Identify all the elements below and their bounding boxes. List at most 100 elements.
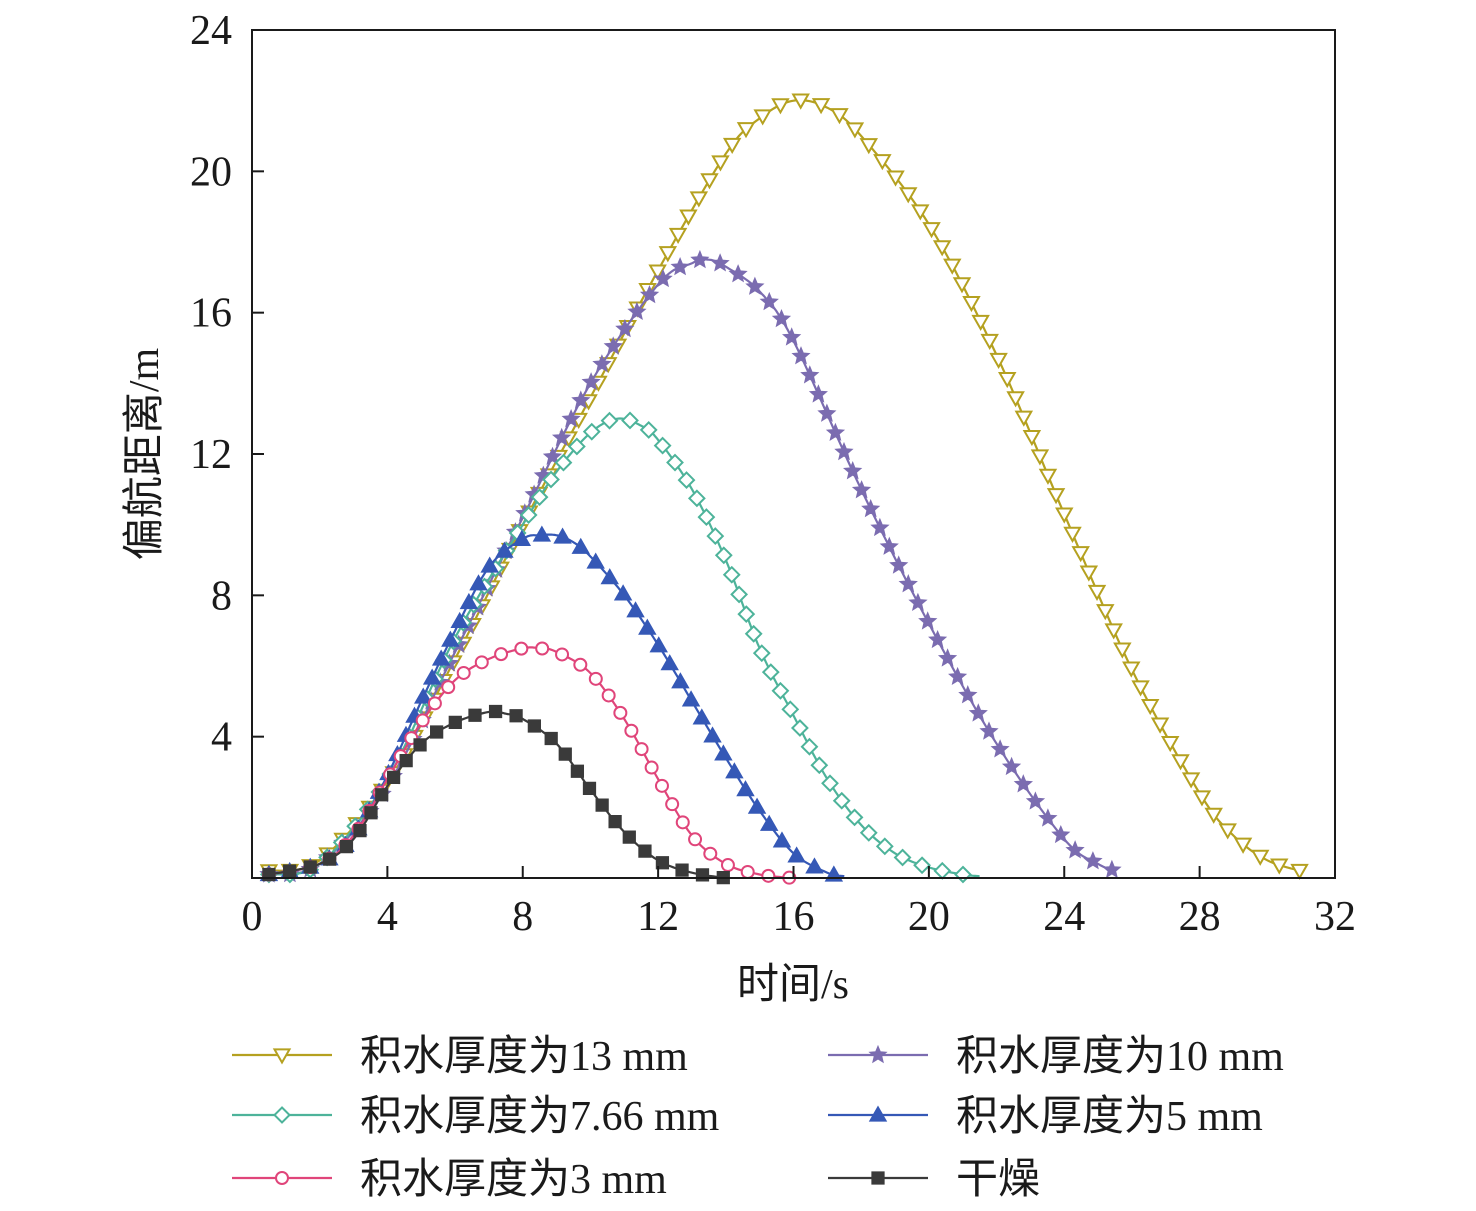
series-1-point-55 <box>911 204 930 221</box>
series-3-point-55 <box>893 848 912 867</box>
series-2-point-54 <box>870 517 890 537</box>
series-5-point-28 <box>654 778 669 793</box>
x-tick-label-20: 20 <box>908 894 950 940</box>
series-1-point-59 <box>952 277 972 294</box>
series-1-point-57 <box>932 240 952 257</box>
series-4-point-25 <box>571 537 590 554</box>
series-5-point-15 <box>456 665 471 680</box>
series-5-point-30 <box>675 815 690 830</box>
series-6-point-4 <box>323 852 337 866</box>
series-3-point-39 <box>722 565 741 584</box>
y-tick-label-16: 16 <box>190 291 232 337</box>
x-tick-label-4: 4 <box>377 894 398 940</box>
legend-label-6: 干燥 <box>956 1157 1040 1203</box>
series-4-point-16 <box>441 630 460 647</box>
series-4-point-27 <box>600 568 619 585</box>
series-3-point-37 <box>706 527 725 545</box>
series-6-point-21 <box>582 781 597 796</box>
series-3-point-57 <box>933 861 952 880</box>
series-6-point-9 <box>386 770 401 785</box>
series-3-point-24 <box>530 488 549 507</box>
x-tick-label-12: 12 <box>637 894 679 940</box>
series-6-point-7 <box>364 806 378 820</box>
x-tick-label-0: 0 <box>242 894 263 940</box>
series-1-point-51 <box>859 138 879 155</box>
series-6-point-15 <box>488 704 503 719</box>
series-1-point-44 <box>736 122 756 139</box>
series-1-point-42 <box>711 155 730 172</box>
series-4-point-31 <box>649 636 668 653</box>
series-1-point-83 <box>1160 735 1180 753</box>
legend-marker-5 <box>275 1171 289 1185</box>
series-1-point-39 <box>679 209 698 226</box>
series-4-point-23 <box>532 525 552 542</box>
series-2-point-69 <box>1025 791 1046 810</box>
series-1-point-86 <box>1192 790 1212 807</box>
series-2-point-39 <box>710 253 730 272</box>
series-2-point-58 <box>908 592 928 612</box>
series-1-point-81 <box>1140 699 1160 716</box>
series-2-point-53 <box>861 499 881 518</box>
y-tick-label-12: 12 <box>190 432 232 478</box>
series-5-point-33 <box>720 858 735 873</box>
series-1-point-74 <box>1079 565 1099 582</box>
series-6-point-3 <box>303 860 317 874</box>
series-2-point-66 <box>990 739 1010 758</box>
series-2-point-41 <box>745 276 765 295</box>
y-axis-label: 偏航距离/m <box>121 348 168 561</box>
series-6-point-20 <box>570 764 585 778</box>
series-5-point-16 <box>474 655 489 670</box>
series-4-point-34 <box>681 690 701 707</box>
series-6-point-26 <box>655 856 670 870</box>
legend-label-3: 积水厚度为7.66 mm <box>360 1094 720 1140</box>
series-2-point-71 <box>1051 824 1071 844</box>
legend-item-2: 积水厚度为10 mm <box>828 1034 1284 1080</box>
series-6-point-23 <box>608 815 622 829</box>
series-3-point-56 <box>913 856 931 875</box>
series-5-point-13 <box>427 696 442 711</box>
series-1-point-71 <box>1055 507 1074 524</box>
series-4-point-42 <box>772 831 792 848</box>
series-3-point-28 <box>582 422 601 441</box>
series-4-point-41 <box>759 814 779 831</box>
series-2-point-42 <box>759 291 779 311</box>
series-2-point-60 <box>928 629 948 649</box>
series-6-point-13 <box>448 715 462 730</box>
series-2-point-37 <box>670 257 690 276</box>
series-1-point-41 <box>700 173 719 190</box>
legend-label-5: 积水厚度为3 mm <box>360 1157 667 1203</box>
series-1-point-88 <box>1218 823 1237 840</box>
series-4-point-35 <box>692 708 712 725</box>
series-3-point-45 <box>771 681 790 700</box>
series-3-point-40 <box>730 585 749 604</box>
series-1-point-65 <box>1006 391 1025 408</box>
series-1-point-54 <box>899 187 918 204</box>
series-5-point-32 <box>703 846 718 861</box>
series-2-point-57 <box>898 574 918 593</box>
series-4-point-37 <box>714 744 733 761</box>
series-1-point-69 <box>1038 468 1058 485</box>
series-4-point-21 <box>495 541 514 558</box>
x-axis-label: 时间/s <box>737 962 849 1008</box>
series-2-point-61 <box>937 648 958 667</box>
series-1-point-72 <box>1063 526 1082 543</box>
x-tick-label-8: 8 <box>512 894 533 940</box>
series-1-point-66 <box>1014 410 1034 427</box>
series-3-point-34 <box>677 471 696 490</box>
series-2-point-74 <box>1102 859 1122 879</box>
series-2-point-72 <box>1065 840 1085 859</box>
series-4-point-22 <box>512 529 532 547</box>
series-2-point-50 <box>834 441 854 461</box>
series-1-point-56 <box>922 222 941 239</box>
series-3-point-29 <box>600 411 619 430</box>
series-6-point-17 <box>527 719 541 733</box>
series-3-point-52 <box>845 808 864 827</box>
series-2-point-49 <box>825 422 846 442</box>
series-2-point-33 <box>615 318 635 338</box>
series-3-point-54 <box>875 837 894 856</box>
series-2-point-34 <box>627 301 647 321</box>
series-2-point-59 <box>918 611 938 630</box>
series-2-point-64 <box>968 703 988 722</box>
series-2-point-40 <box>728 264 748 283</box>
